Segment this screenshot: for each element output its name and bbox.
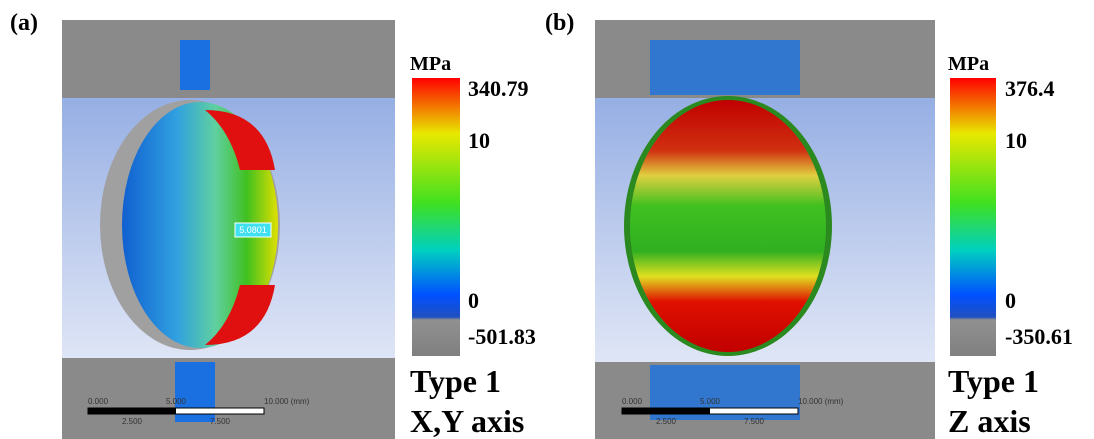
scale-label: 10.000 (mm) xyxy=(798,397,844,406)
legend-label: 0 xyxy=(1005,288,1016,313)
panel-label: (b) xyxy=(545,10,574,36)
scale-bar xyxy=(622,408,710,414)
disk xyxy=(630,100,826,352)
axis-label: Z axis xyxy=(948,403,1031,439)
scale-label: 0.000 xyxy=(88,397,109,406)
panel-label: (a) xyxy=(10,10,38,36)
contour xyxy=(650,40,800,95)
scale-label: 2.500 xyxy=(122,417,143,426)
grip xyxy=(62,358,395,439)
legend-label: -501.83 xyxy=(468,324,536,349)
figure: (a) 5.0801 0.000 5.000 10.000 (mm) 2.500… xyxy=(0,0,1094,439)
color-bar xyxy=(412,78,460,356)
scale-label: 7.500 xyxy=(744,417,765,426)
legend-label: 0 xyxy=(468,288,479,313)
contour xyxy=(180,40,210,90)
unit: MPa xyxy=(410,53,451,75)
legend-label: 376.4 xyxy=(1005,76,1055,101)
grip xyxy=(62,20,395,98)
panel-a: (a) 5.0801 0.000 5.000 10.000 (mm) 2.500… xyxy=(10,10,536,439)
scale-label: 2.500 xyxy=(656,417,677,426)
scale-label: 5.000 xyxy=(166,397,187,406)
scale-label: 10.000 (mm) xyxy=(264,397,310,406)
unit: MPa xyxy=(948,53,989,75)
panel-b: (b) 0.000 5.000 10.000 (mm) 2.500 7.500 … xyxy=(545,10,1073,439)
scale-label: 7.500 xyxy=(210,417,231,426)
legend-label: -350.61 xyxy=(1005,324,1073,349)
legend-label: 10 xyxy=(468,128,490,153)
color-bar xyxy=(950,78,996,356)
legend-label: 340.79 xyxy=(468,76,529,101)
scale-label: 0.000 xyxy=(622,397,643,406)
scale-bar xyxy=(88,408,176,414)
type-label: Type 1 xyxy=(948,363,1039,399)
scale-label: 5.000 xyxy=(700,397,721,406)
type-label: Type 1 xyxy=(410,363,501,399)
axis-label: X,Y axis xyxy=(410,403,524,439)
probe-label: 5.0801 xyxy=(239,225,267,235)
legend-label: 10 xyxy=(1005,128,1027,153)
